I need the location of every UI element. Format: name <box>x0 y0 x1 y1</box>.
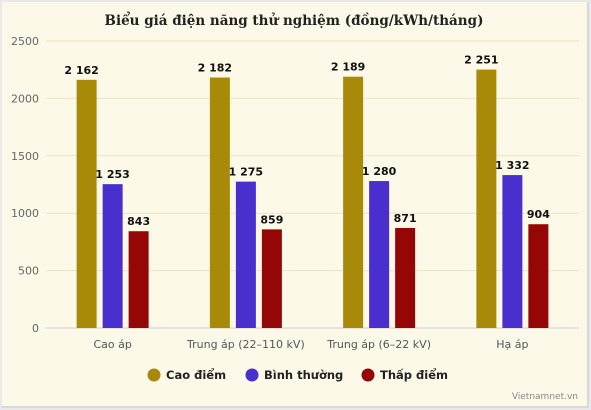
x-tick-label: Cao áp <box>93 338 131 351</box>
bar <box>343 76 364 329</box>
x-axis: Cao áp Trung áp (22–110 kV) Trung áp (6–22… <box>93 338 528 351</box>
bar <box>102 184 123 328</box>
x-tick-label: Trung áp (22–110 kV) <box>186 338 305 351</box>
bar <box>76 79 97 328</box>
grid-lines <box>46 40 579 329</box>
bar <box>235 181 256 328</box>
data-label: 2 162 <box>64 64 98 77</box>
watermark: Vietnamnet.vn <box>512 392 578 402</box>
y-tick-label: 0 <box>32 322 39 335</box>
bar <box>261 229 282 328</box>
y-tick-label: 1500 <box>11 150 39 163</box>
data-label: 871 <box>394 212 417 225</box>
data-label: 1 332 <box>495 159 529 172</box>
data-label: 1 275 <box>229 166 263 179</box>
y-tick-label: 1000 <box>11 207 39 220</box>
bar <box>395 228 416 328</box>
data-label: 2 182 <box>198 62 232 75</box>
legend: Cao điểm Bình thường Thấp điểm <box>147 367 448 382</box>
data-label: 2 189 <box>331 61 365 74</box>
legend-label[interactable]: Thấp điểm <box>380 367 448 382</box>
bar <box>369 181 390 328</box>
x-tick-label: Trung áp (6–22 kV) <box>326 338 431 351</box>
data-label: 843 <box>127 215 150 228</box>
data-label: 859 <box>260 213 283 226</box>
data-label: 904 <box>527 208 550 221</box>
bar <box>528 224 549 328</box>
x-tick-label: Hạ áp <box>496 338 528 351</box>
legend-label[interactable]: Bình thường <box>264 368 343 382</box>
chart-svg: Biểu giá điện năng thử nghiệm (đồng/kWh/… <box>11 13 579 402</box>
y-tick-label: 2000 <box>11 92 39 105</box>
legend-marker[interactable] <box>361 368 375 382</box>
bars <box>76 69 549 329</box>
data-label: 1 253 <box>95 168 129 181</box>
legend-label[interactable]: Cao điểm <box>166 367 226 382</box>
legend-marker[interactable] <box>245 368 259 382</box>
chart-title: Biểu giá điện năng thử nghiệm (đồng/kWh/… <box>105 13 484 29</box>
y-tick-label: 2500 <box>11 35 39 48</box>
legend-marker[interactable] <box>147 368 161 382</box>
bar <box>128 231 149 328</box>
bar <box>209 77 230 328</box>
data-labels: 2 162 1 253 843 2 182 1 275 859 2 189 1 280 871 2… <box>64 54 550 229</box>
y-tick-label: 500 <box>18 265 39 278</box>
bar <box>502 175 523 328</box>
data-label: 1 280 <box>362 165 397 178</box>
bar <box>476 69 497 328</box>
data-label: 2 251 <box>464 54 498 67</box>
y-axis: 0 500 1000 1500 2000 2500 <box>11 35 39 335</box>
